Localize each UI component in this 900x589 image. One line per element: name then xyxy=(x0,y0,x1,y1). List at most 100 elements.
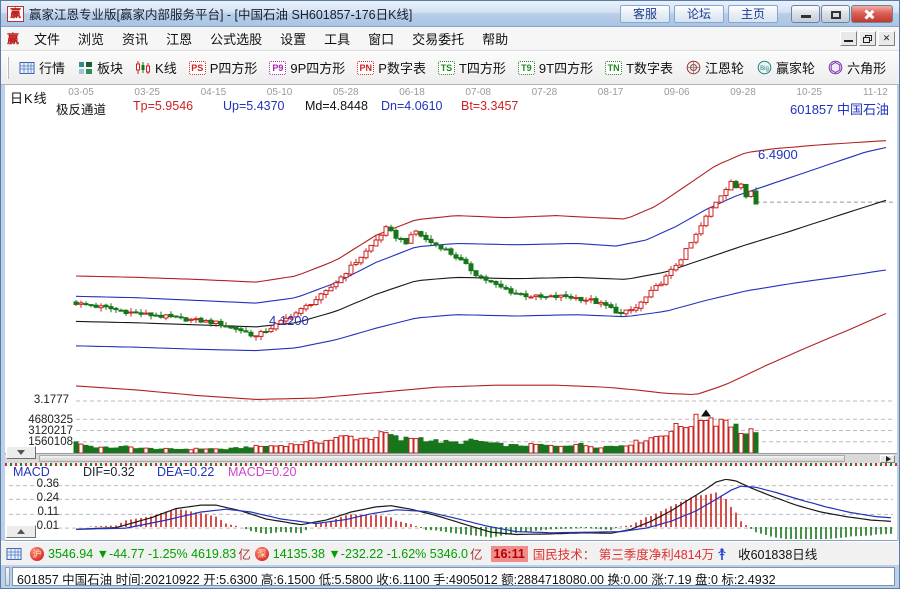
horizontal-scrollbar[interactable] xyxy=(5,453,897,466)
menu-item-9[interactable]: 帮助 xyxy=(482,32,509,47)
news-ticker[interactable]: 国民技术： 第三季度净利4814万 xyxy=(532,548,715,562)
toolbar-item-9t-square[interactable]: T9 9T四方形 xyxy=(512,55,599,80)
kline-chart[interactable] xyxy=(5,85,897,455)
toolbar-label: 9T四方形 xyxy=(538,61,594,76)
t-table-badge-icon: TN xyxy=(605,60,623,75)
mdi-restore-button[interactable] xyxy=(859,31,876,46)
toolbar-item-winner-wheel[interactable]: Big 赢家轮 xyxy=(750,55,821,80)
sh-index-value[interactable]: 3546.94 xyxy=(48,546,94,561)
p-table-badge-icon: PN xyxy=(357,60,375,75)
infobar-grip[interactable] xyxy=(5,567,10,586)
indicator-name: 极反通道 xyxy=(56,103,107,117)
kline-icon xyxy=(135,61,151,75)
support-button[interactable]: 客服 xyxy=(619,4,670,23)
date-label: 03-05 xyxy=(68,87,94,98)
toolbar-item-p-square[interactable]: PS P四方形 xyxy=(183,55,264,80)
toolbar-item-quote[interactable]: 行情 xyxy=(13,55,71,80)
mdi-minimize-button[interactable] xyxy=(840,31,857,46)
toolbar-item-gann-wheel[interactable]: 江恩轮 xyxy=(679,55,750,80)
home-button[interactable]: 主页 xyxy=(727,4,778,23)
menu-item-0[interactable]: 文件 xyxy=(34,32,61,47)
low-price-label: 4.1200 xyxy=(269,313,309,328)
sz-index-value[interactable]: 14135.38 xyxy=(272,546,325,561)
mdi-close-button[interactable]: ✕ xyxy=(878,31,895,46)
toolbar-items: 行情 板块 K线 PS P四方形 P9 9P四方形 PN P数字表 TS T四方形 T9 9T四方形 TN… xyxy=(13,55,899,80)
mdi-window-controls: ✕ xyxy=(838,31,895,46)
svg-text:Big: Big xyxy=(760,66,769,72)
toolbar-label: P数字表 xyxy=(378,61,426,76)
menu-item-8[interactable]: 交易委托 xyxy=(412,32,465,47)
right-arrow-icon xyxy=(885,456,894,462)
macd-scale-1: 0.36 xyxy=(36,478,59,490)
toolbar-label: T数字表 xyxy=(626,61,674,76)
toolbar-label: 江恩轮 xyxy=(705,61,745,76)
toolbar-item-9p-square[interactable]: P9 9P四方形 xyxy=(263,55,351,80)
minimize-icon xyxy=(801,14,811,18)
sh-turnover-unit: 亿 xyxy=(238,548,251,562)
date-label: 09-06 xyxy=(664,87,690,98)
menu-item-3[interactable]: 江恩 xyxy=(166,32,193,47)
scroll-right-button[interactable] xyxy=(880,455,895,463)
app-logo-icon: 赢 xyxy=(7,5,24,22)
macd-collapse-button[interactable] xyxy=(6,525,36,538)
macd-chart[interactable] xyxy=(5,479,897,539)
toolbar-item-service[interactable]: $赢家服务 xyxy=(892,55,899,80)
status-right-label[interactable]: 收601838日线 xyxy=(738,548,818,562)
sh-index-change: ▼-44.77 xyxy=(96,546,145,561)
bigwheel-icon: Big xyxy=(756,60,772,75)
info-bar: 601857 中国石油 时间:20210922 开:5.6300 高:6.150… xyxy=(1,565,899,588)
close-button[interactable] xyxy=(851,4,893,23)
menu-item-5[interactable]: 设置 xyxy=(280,32,307,47)
maximize-icon xyxy=(831,10,841,19)
toolbar-item-t-square[interactable]: TS T四方形 xyxy=(432,55,512,80)
date-label: 07-08 xyxy=(465,87,491,98)
toolbar-label: 板块 xyxy=(97,61,124,76)
macd-scale-2: 0.24 xyxy=(36,492,59,504)
date-label: 08-17 xyxy=(597,87,624,98)
toolbar-label: T四方形 xyxy=(458,61,506,76)
shenzhen-index-icon: 深 xyxy=(254,546,269,561)
status-bar: 沪 3546.94 ▼-44.77 -1.25% 4619.83 亿 深 1413… xyxy=(1,541,899,565)
maximize-button[interactable] xyxy=(821,4,850,23)
macd-panel-title[interactable]: MACD xyxy=(13,465,50,479)
minimize-button[interactable] xyxy=(791,4,820,23)
date-label: 05-10 xyxy=(266,87,293,98)
menu-item-2[interactable]: 资讯 xyxy=(122,32,149,47)
quote-grid-icon[interactable] xyxy=(6,547,22,561)
broadcast-icon xyxy=(714,547,730,561)
hex-icon xyxy=(827,60,843,75)
shanghai-index-icon: 沪 xyxy=(30,546,44,561)
volume-collapse-button[interactable] xyxy=(6,446,36,459)
indicator-up: Up=5.4370 xyxy=(223,99,285,113)
period-label: 日K线 xyxy=(10,91,48,106)
scrollbar-thumb[interactable] xyxy=(39,455,845,462)
sz-index-change: ▼-232.22 xyxy=(328,546,384,561)
date-label: 04-15 xyxy=(200,87,227,98)
menu-item-1[interactable]: 浏览 xyxy=(78,32,105,47)
volume-scale-2: 3120217 xyxy=(28,425,73,437)
sh-index-pct: -1.25% xyxy=(147,546,188,561)
toolbar-item-kline[interactable]: K线 xyxy=(129,55,183,80)
toolbar-item-t-table[interactable]: TN T数字表 xyxy=(599,55,679,80)
menu-item-6[interactable]: 工具 xyxy=(324,32,351,47)
date-label: 05-28 xyxy=(333,87,359,98)
toolbar: 行情 板块 K线 PS P四方形 P9 9P四方形 PN P数字表 TS T四方形 T9 9T四方形 TN… xyxy=(1,51,899,85)
toolbar-item-p-table[interactable]: PN P数字表 xyxy=(351,55,432,80)
updown-ribbon xyxy=(5,463,897,466)
sz-turnover-unit: 亿 xyxy=(470,548,483,562)
blocks-icon xyxy=(77,61,93,75)
grid-icon xyxy=(19,61,35,75)
toolbar-grip xyxy=(7,56,9,79)
macd-scale-4: -0.01 xyxy=(32,520,59,532)
toolbar-item-hexagon[interactable]: 六角形 xyxy=(821,55,892,80)
sh-turnover: 4619.83 xyxy=(191,546,237,561)
title-bar: 赢 赢家江恩专业版[赢家内部服务平台] - [中国石油 SH601857-176… xyxy=(1,1,899,27)
stock-label: 601857 中国石油 xyxy=(790,102,889,117)
menu-item-4[interactable]: 公式选股 xyxy=(210,32,263,47)
menu-item-7[interactable]: 窗口 xyxy=(368,32,395,47)
forum-button[interactable]: 论坛 xyxy=(673,4,724,23)
sz-turnover: 5346.0 xyxy=(429,546,468,561)
toolbar-item-sectors[interactable]: 板块 xyxy=(71,55,129,80)
indicator-md: Md=4.8448 xyxy=(305,99,368,113)
